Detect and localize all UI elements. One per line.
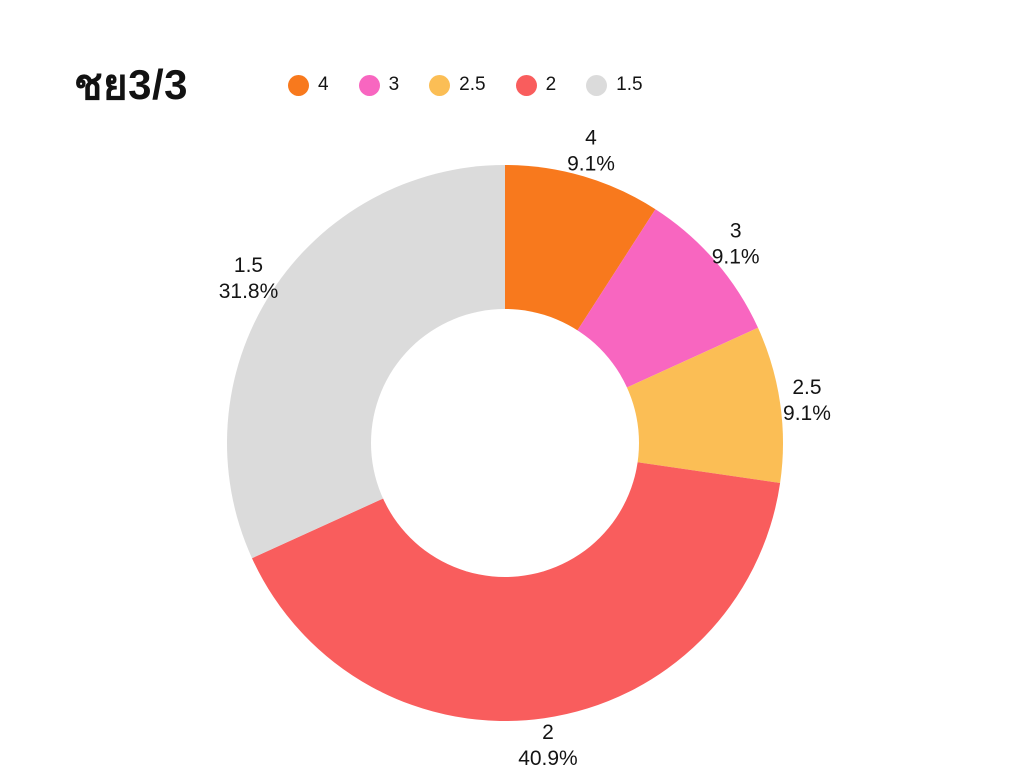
page-title: ชย3/3 <box>74 61 189 108</box>
legend-label: 1.5 <box>616 74 643 95</box>
legend-item-3: 3 <box>358 74 400 96</box>
donut-hole <box>371 309 639 577</box>
legend-item-4: 4 <box>288 74 329 96</box>
legend-item-2: 2 <box>515 74 557 96</box>
chart-legend: 4 3 2.5 2 1.5 <box>288 72 643 98</box>
slice-label-4: 4 9.1% <box>567 126 615 175</box>
legend-dot-icon <box>429 74 451 96</box>
slice-label-2.5: 2.5 9.1% <box>783 376 831 425</box>
pie-slice-2 <box>251 443 781 722</box>
slice-label-1.5: 1.5 31.8% <box>219 254 279 303</box>
legend-dot-icon <box>515 74 537 96</box>
legend-label: 2.5 <box>459 74 486 95</box>
legend-dot-icon <box>586 74 608 96</box>
legend-label: 4 <box>318 74 329 95</box>
legend-dot-icon <box>358 74 380 96</box>
legend-label: 2 <box>545 74 557 95</box>
legend-item-2.5: 2.5 <box>429 74 486 96</box>
legend-item-1.5: 1.5 <box>586 74 643 96</box>
legend-label: 3 <box>388 74 400 95</box>
legend-dot-icon <box>288 74 309 96</box>
slice-label-3: 3 9.1% <box>712 219 760 268</box>
slice-label-2: 2 40.9% <box>518 721 578 768</box>
